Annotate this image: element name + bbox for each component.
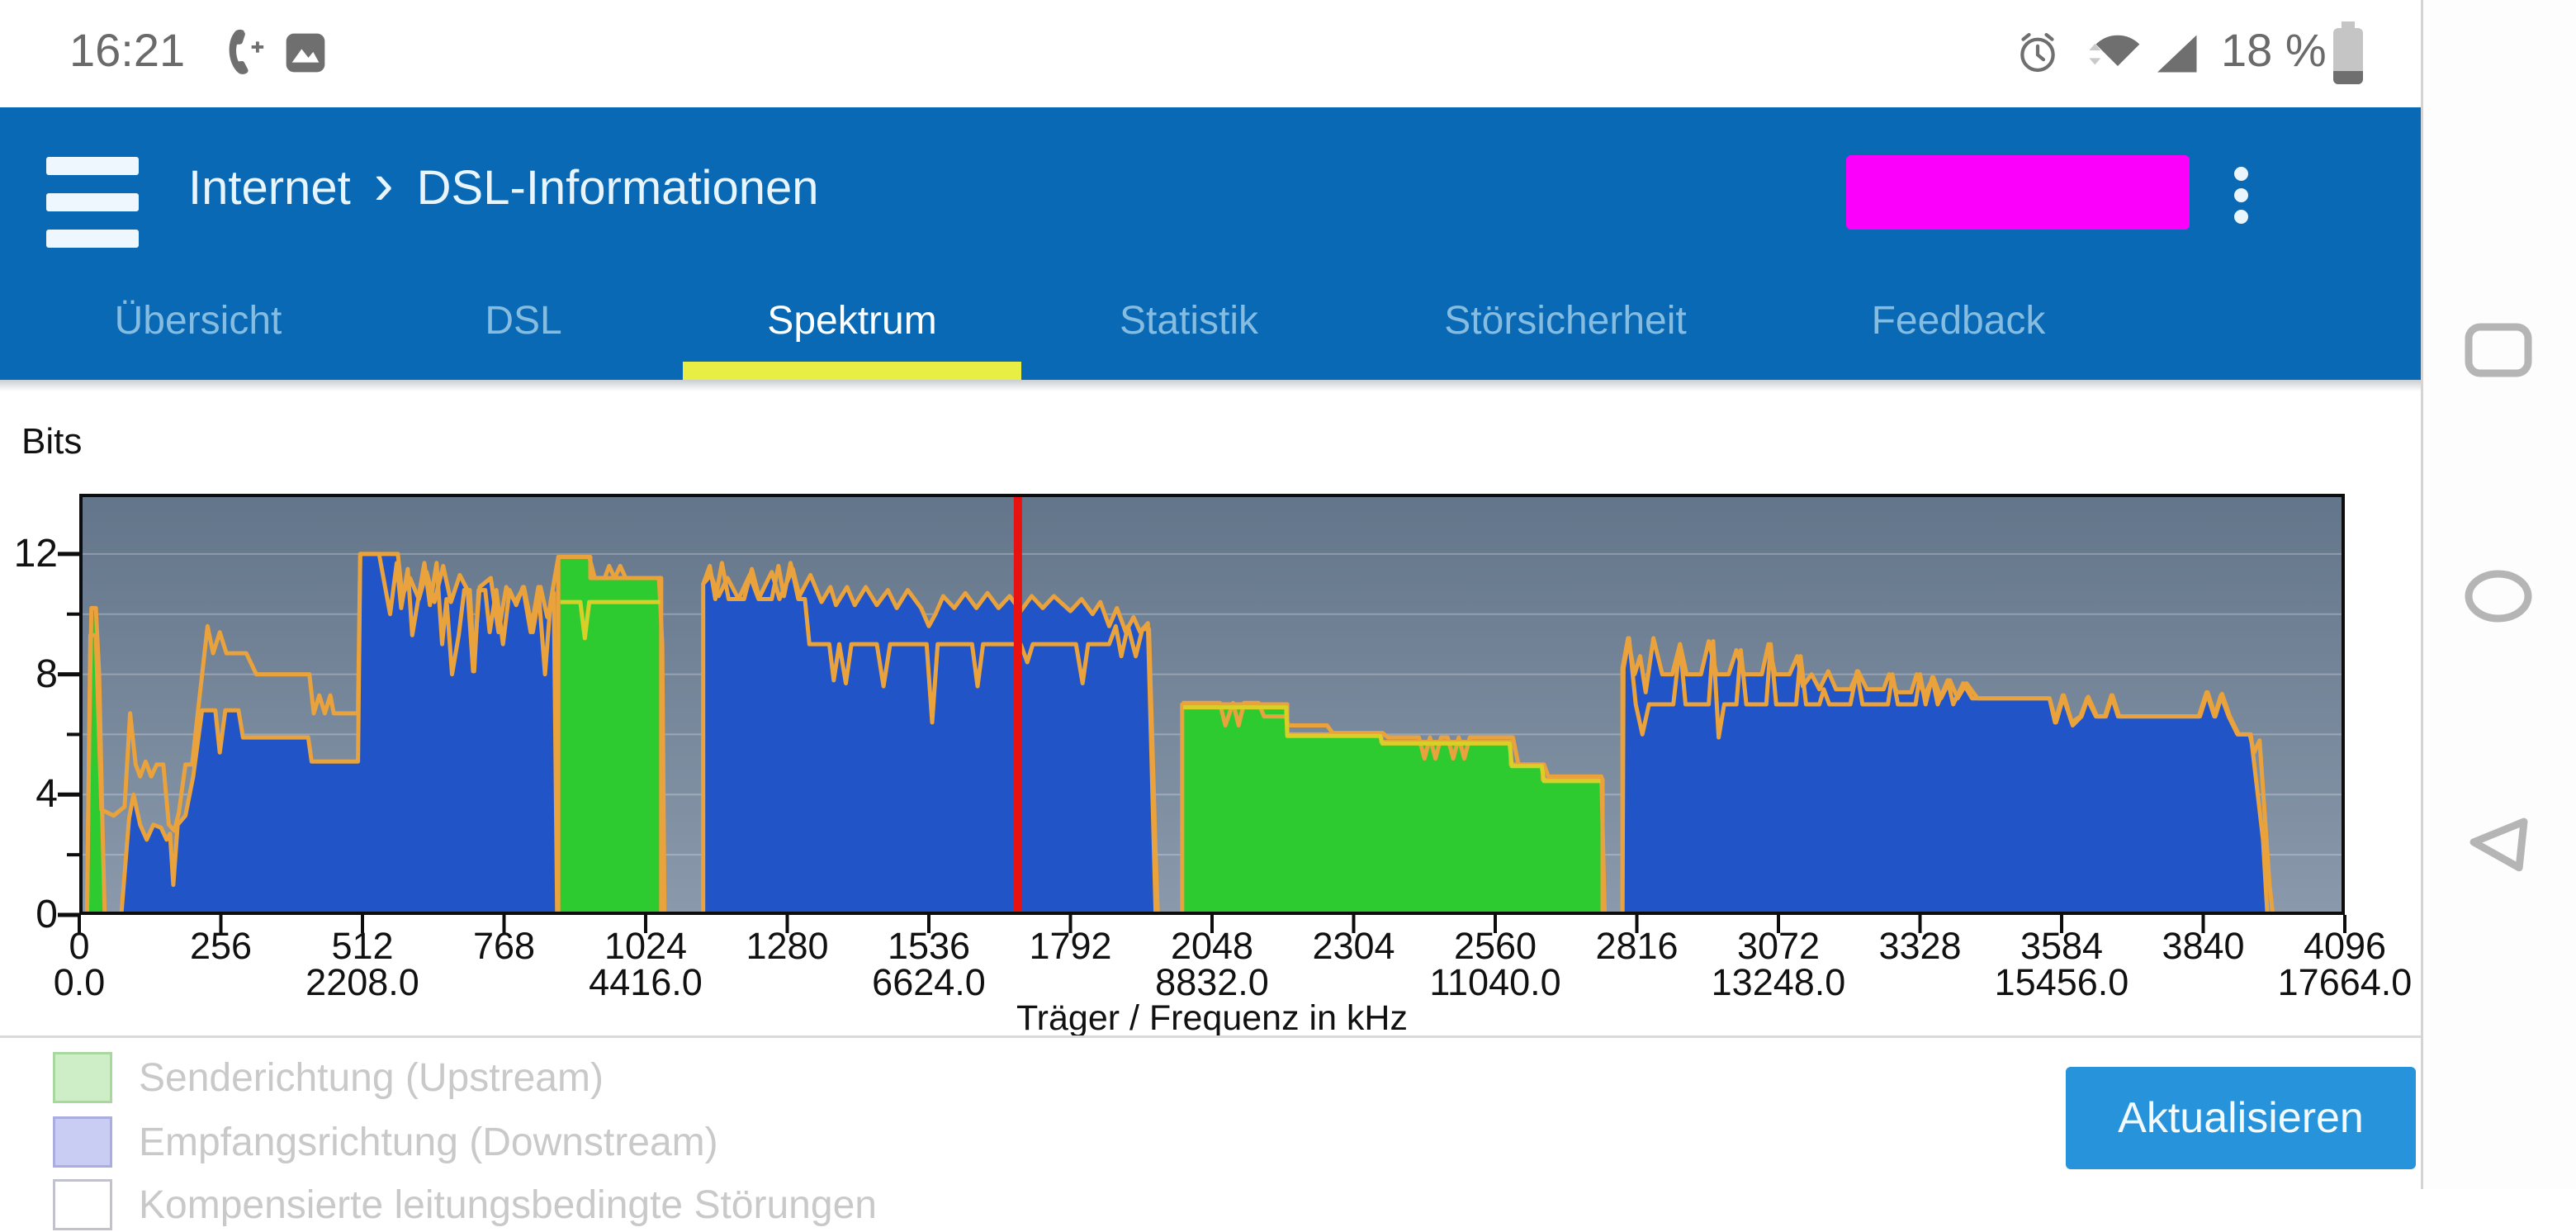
x-tick-carrier: 1280	[746, 925, 829, 967]
x-tick-carrier: 2304	[1312, 925, 1395, 967]
overflow-menu-icon[interactable]	[2224, 167, 2257, 233]
x-tick-frequency: 8832.0	[1155, 961, 1269, 1003]
refresh-button[interactable]: Aktualisieren	[2066, 1067, 2416, 1169]
x-tick-carrier: 1024	[604, 925, 688, 967]
cell-signal-icon	[2157, 35, 2197, 73]
x-tick-carrier: 1792	[1029, 925, 1112, 967]
x-tick-carrier: 0	[69, 925, 90, 967]
x-tick-carrier: 3072	[1736, 925, 1821, 967]
tab-bar: Übersicht DSL Spektrum Statistik Störsic…	[0, 272, 2421, 380]
x-tick-frequency: 17664.0	[2277, 961, 2413, 1003]
alarm-icon	[2020, 32, 2055, 73]
legend-item-upstream: Senderichtung (Upstream)	[53, 1050, 604, 1105]
x-tick-frequency: 13248.0	[1711, 961, 1846, 1003]
tab-uebersicht[interactable]: Übersicht	[114, 299, 282, 343]
x-axis-title: Träger / Frequenz in kHz	[1016, 998, 1408, 1038]
clock-text: 16:21	[69, 24, 186, 76]
battery-icon	[2333, 21, 2363, 84]
spectrum-chart	[58, 494, 2346, 933]
x-tick-carrier: 2560	[1453, 925, 1537, 967]
upstream-swatch	[53, 1052, 112, 1103]
breadcrumb-section[interactable]: Internet	[188, 160, 351, 215]
tab-statistik[interactable]: Statistik	[1119, 299, 1259, 343]
photo-icon	[286, 33, 325, 73]
wifi-icon	[2089, 35, 2140, 67]
x-tick-frequency: 0.0	[53, 961, 106, 1003]
x-tick-carrier: 1536	[887, 925, 971, 967]
breadcrumb: Internet › DSL-Informationen	[188, 151, 819, 217]
legend-label: Empfangsrichtung (Downstream)	[139, 1120, 718, 1164]
compensated-swatch	[53, 1179, 112, 1230]
y-tick-label: 4	[36, 772, 58, 817]
x-tick-frequency: 15456.0	[1994, 961, 2129, 1003]
nav-rail-divider	[2421, 0, 2423, 1189]
x-tick-frequency: 4416.0	[589, 961, 703, 1003]
x-tick-carrier: 3328	[1878, 925, 1962, 967]
x-tick-carrier: 768	[472, 925, 536, 967]
x-tick-carrier: 2048	[1170, 925, 1254, 967]
tab-feedback[interactable]: Feedback	[1871, 299, 2046, 343]
spectrum-plot	[58, 494, 2346, 933]
battery-percent-text: 18 %	[2221, 24, 2327, 76]
legend-label: Senderichtung (Upstream)	[139, 1055, 604, 1100]
tab-dsl[interactable]: DSL	[485, 299, 562, 343]
y-tick-label: 0	[36, 893, 58, 936]
x-tick-carrier: 4096	[2303, 925, 2387, 967]
x-tick-carrier: 2816	[1595, 925, 1679, 967]
section-divider	[0, 1035, 2421, 1038]
android-nav-bar	[2423, 0, 2576, 1189]
x-tick-carrier: 3584	[2020, 925, 2104, 967]
menu-icon[interactable]	[46, 157, 139, 248]
back-icon[interactable]	[2464, 813, 2533, 875]
header-shadow	[0, 380, 2421, 391]
tab-stoersicherheit[interactable]: Störsicherheit	[1444, 299, 1687, 343]
x-tick-carrier: 3840	[2162, 925, 2245, 967]
active-tab-underline	[683, 362, 1021, 380]
y-tick-label: 8	[36, 652, 58, 696]
recents-icon[interactable]	[2464, 322, 2533, 378]
page-title: DSL-Informationen	[416, 160, 819, 215]
x-tick-carrier: 512	[331, 925, 394, 967]
x-tick-frequency: 11040.0	[1429, 961, 1561, 1003]
missed-call-icon	[229, 29, 264, 74]
downstream-swatch	[53, 1116, 112, 1168]
tab-spektrum[interactable]: Spektrum	[767, 299, 937, 343]
x-tick-frequency: 6624.0	[872, 961, 986, 1003]
home-icon[interactable]	[2464, 568, 2533, 624]
status-bar: 16:21 18 %	[0, 0, 2421, 107]
x-tick-carrier: 256	[189, 925, 253, 967]
y-axis-title: Bits	[21, 421, 83, 462]
x-tick-frequency: 2208.0	[305, 961, 419, 1003]
redacted-device-name	[1846, 155, 2190, 230]
app-header: Internet › DSL-Informationen Übersicht D…	[0, 107, 2421, 380]
legend-item-downstream: Empfangsrichtung (Downstream)	[53, 1115, 718, 1169]
legend-item-compensated: Kompensierte leitungsbedingte Störungen	[53, 1178, 877, 1232]
y-tick-label: 12	[13, 531, 58, 576]
